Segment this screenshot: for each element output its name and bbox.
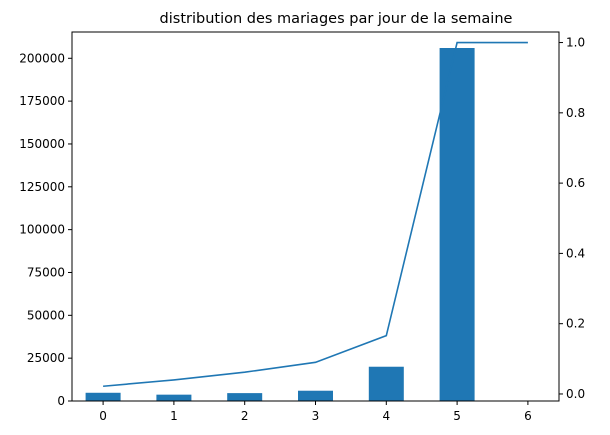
x-tick-label: 5 — [453, 409, 461, 423]
y-axis-right: 0.0 0.2 0.4 0.6 0.8 1.0 — [559, 36, 585, 401]
y2-tick-label: 0.8 — [566, 106, 585, 120]
cumulative-line-group — [103, 41, 528, 388]
bar-2 — [227, 393, 263, 401]
bar-5 — [439, 48, 475, 401]
x-axis: 0 1 2 3 4 5 6 — [99, 401, 532, 423]
y2-tick-label: 1.0 — [566, 36, 585, 50]
cumulative-line — [103, 41, 528, 388]
y2-tick-label: 0.0 — [566, 387, 585, 401]
plot-frame — [71, 31, 560, 402]
y-tick-label: 50000 — [27, 308, 65, 322]
y-tick-label: 0 — [57, 394, 65, 408]
bar-3 — [298, 390, 333, 401]
bar-0 — [85, 392, 121, 401]
y2-tick-label: 0.6 — [566, 176, 585, 190]
x-tick-label: 3 — [312, 409, 320, 423]
y-tick-label: 25000 — [27, 351, 65, 365]
y-tick-label: 100000 — [19, 223, 65, 237]
x-tick-label: 6 — [524, 409, 532, 423]
y-tick-label: 125000 — [19, 180, 65, 194]
bar-1 — [156, 394, 192, 401]
bars-group — [85, 48, 475, 401]
y2-tick-label: 0.2 — [566, 317, 585, 331]
bar-4 — [368, 366, 404, 401]
y-tick-label: 200000 — [19, 51, 65, 65]
x-tick-label: 0 — [99, 409, 107, 423]
y-axis-left: 0 25000 50000 75000 100000 125000 150000 175000… — [19, 51, 72, 408]
chart-title: distribution des mariages par jour de la… — [160, 11, 513, 27]
y-tick-label: 75000 — [27, 265, 65, 279]
x-tick-label: 4 — [382, 409, 390, 423]
y-tick-label: 175000 — [19, 94, 65, 108]
x-tick-label: 2 — [241, 409, 249, 423]
y-tick-label: 150000 — [19, 137, 65, 151]
x-tick-label: 1 — [170, 409, 178, 423]
y2-tick-label: 0.4 — [566, 246, 585, 260]
